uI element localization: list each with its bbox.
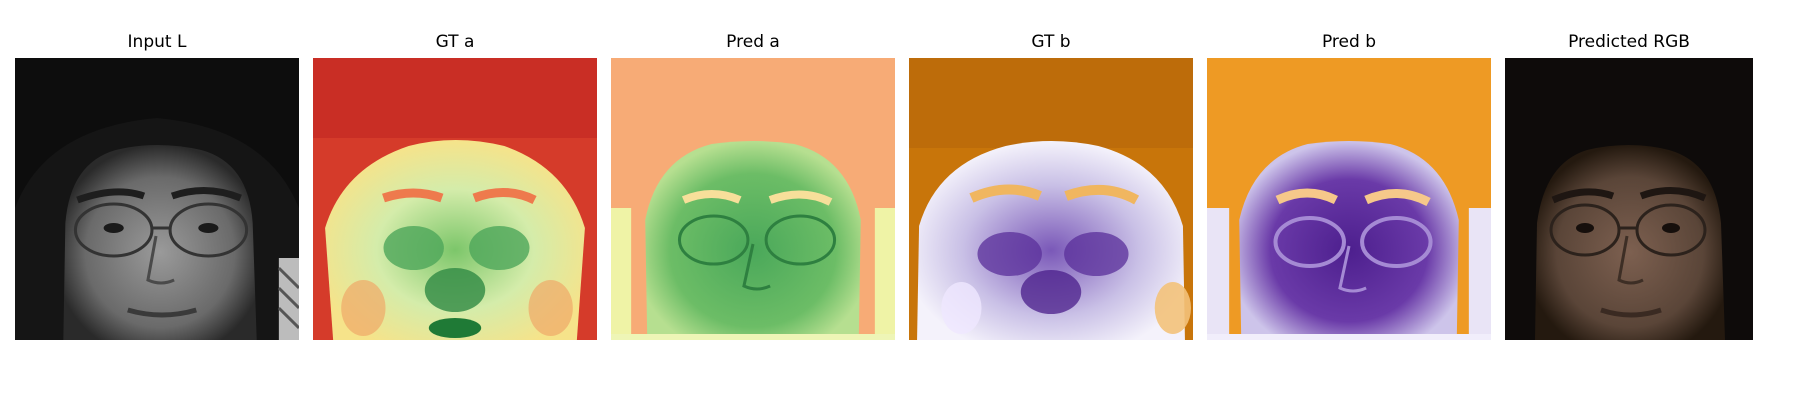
- face-grayscale-image: [15, 58, 299, 340]
- face-b-channel-image: [909, 58, 1193, 340]
- panel-title: Pred a: [726, 32, 780, 52]
- face-color-image: [1505, 58, 1753, 340]
- panel-title: GT b: [1031, 32, 1071, 52]
- panel-title: Predicted RGB: [1568, 32, 1690, 52]
- panel-title: Pred b: [1321, 32, 1376, 52]
- face-a-channel-image: [611, 58, 895, 340]
- face-a-channel-image: [313, 58, 597, 340]
- panel-title: Input L: [127, 32, 187, 52]
- panel-title: GT a: [435, 32, 475, 52]
- face-b-channel-image: [1207, 58, 1491, 340]
